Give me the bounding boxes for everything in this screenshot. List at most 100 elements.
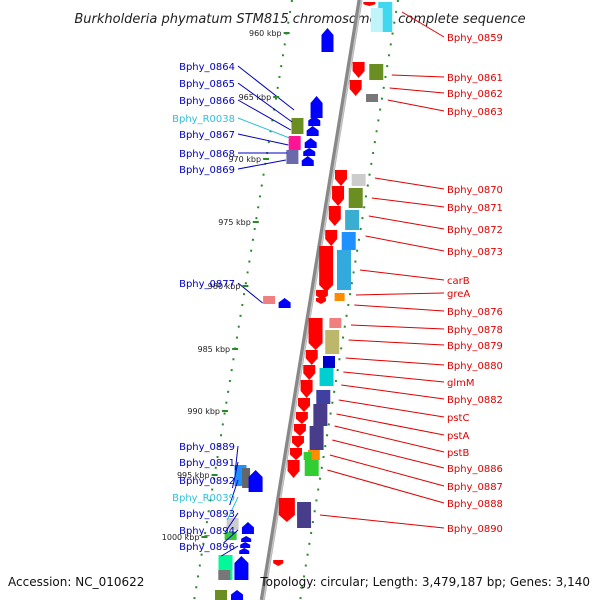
- gene-feature-33[interactable]: [329, 318, 342, 328]
- gene-feature-57[interactable]: [297, 502, 312, 528]
- gene-label-right[interactable]: Bphy_0859: [447, 33, 503, 44]
- gene-feature-66[interactable]: [218, 570, 231, 580]
- gene-label-left[interactable]: Bphy_0867: [179, 130, 235, 141]
- gene-label-left[interactable]: Bphy_0866: [179, 96, 235, 107]
- gene-label-right[interactable]: Bphy_0872: [447, 225, 503, 236]
- gene-label-left[interactable]: Bphy_0891: [179, 458, 235, 469]
- gene-label-right[interactable]: Bphy_0873: [447, 247, 503, 258]
- gene-feature-9[interactable]: [310, 96, 323, 118]
- gene-feature-21[interactable]: [348, 188, 363, 208]
- gene-label-right[interactable]: Bphy_0863: [447, 107, 503, 118]
- gene-feature-4[interactable]: [321, 28, 334, 52]
- gene-feature-35[interactable]: [325, 330, 340, 354]
- gene-feature-18[interactable]: [334, 170, 347, 186]
- gene-label-left[interactable]: Bphy_0864: [179, 62, 235, 73]
- gene-feature-68[interactable]: [215, 590, 228, 600]
- gene-feature-61[interactable]: [241, 536, 252, 542]
- gene-feature-11[interactable]: [306, 126, 319, 136]
- gene-feature-54[interactable]: [242, 468, 251, 488]
- gene-label-right[interactable]: carB: [447, 276, 470, 287]
- gene-feature-42[interactable]: [297, 398, 310, 412]
- gene-label-left[interactable]: Bphy_0889: [179, 442, 235, 453]
- gene-feature-19[interactable]: [351, 174, 366, 186]
- gene-feature-51[interactable]: [304, 460, 319, 476]
- gene-label-right[interactable]: Bphy_0870: [447, 185, 503, 196]
- gene-feature-28[interactable]: [315, 290, 328, 300]
- gene-feature-47[interactable]: [291, 436, 304, 448]
- gene-feature-43[interactable]: [313, 404, 328, 426]
- gene-feature-32[interactable]: [278, 298, 291, 308]
- gene-feature-41[interactable]: [316, 390, 331, 404]
- gene-label-left[interactable]: Bphy_R0039: [172, 493, 235, 504]
- gene-label-left[interactable]: Bphy_0877: [179, 279, 235, 290]
- gene-feature-1[interactable]: [363, 2, 376, 6]
- gene-feature-44[interactable]: [295, 412, 308, 424]
- gene-feature-20[interactable]: [332, 186, 345, 206]
- gene-label-right[interactable]: Bphy_0882: [447, 395, 503, 406]
- gene-label-left[interactable]: Bphy_0894: [179, 526, 235, 537]
- gene-feature-67[interactable]: [234, 556, 249, 580]
- gene-feature-58[interactable]: [226, 518, 239, 530]
- gene-feature-16[interactable]: [303, 148, 316, 156]
- gene-feature-69[interactable]: [231, 590, 244, 600]
- gene-feature-23[interactable]: [345, 210, 360, 230]
- gene-label-right[interactable]: Bphy_0886: [447, 464, 503, 475]
- gene-feature-40[interactable]: [300, 380, 313, 398]
- gene-label-left[interactable]: Bphy_0893: [179, 509, 235, 520]
- gene-label-right[interactable]: Bphy_0861: [447, 73, 503, 84]
- gene-label-left[interactable]: Bphy_0892: [179, 476, 235, 487]
- gene-label-right[interactable]: greA: [447, 289, 470, 300]
- gene-label-right[interactable]: Bphy_0871: [447, 203, 503, 214]
- gene-feature-27[interactable]: [336, 250, 351, 290]
- gene-feature-36[interactable]: [305, 350, 318, 365]
- gene-label-left[interactable]: Bphy_0868: [179, 149, 235, 160]
- gene-feature-26[interactable]: [319, 246, 334, 292]
- gene-feature-29[interactable]: [315, 298, 326, 304]
- gene-feature-59[interactable]: [241, 522, 254, 534]
- gene-feature-10[interactable]: [308, 116, 321, 126]
- gene-feature-30[interactable]: [334, 293, 345, 301]
- gene-feature-24[interactable]: [325, 230, 338, 246]
- gene-feature-48[interactable]: [307, 450, 320, 460]
- gene-feature-64[interactable]: [273, 560, 284, 566]
- gene-feature-17[interactable]: [301, 156, 314, 166]
- gene-label-right[interactable]: Bphy_0878: [447, 325, 503, 336]
- gene-feature-50[interactable]: [289, 448, 302, 460]
- gene-feature-31[interactable]: [263, 296, 276, 304]
- gene-label-right[interactable]: pstB: [447, 448, 469, 459]
- gene-feature-25[interactable]: [341, 232, 356, 250]
- gene-feature-56[interactable]: [278, 498, 295, 522]
- gene-label-right[interactable]: pstC: [447, 413, 469, 424]
- gene-feature-49[interactable]: [303, 452, 312, 460]
- gene-feature-5[interactable]: [352, 62, 365, 78]
- gene-feature-7[interactable]: [349, 80, 362, 96]
- gene-label-left[interactable]: Bphy_R0038: [172, 114, 235, 125]
- gene-label-right[interactable]: Bphy_0879: [447, 341, 503, 352]
- gene-label-left[interactable]: Bphy_0865: [179, 79, 235, 90]
- gene-label-left[interactable]: Bphy_0869: [179, 165, 235, 176]
- gene-label-right[interactable]: Bphy_0876: [447, 307, 503, 318]
- gene-feature-52[interactable]: [287, 460, 300, 478]
- gene-label-right[interactable]: Bphy_0862: [447, 89, 503, 100]
- gene-feature-3[interactable]: [370, 8, 383, 32]
- gene-feature-15[interactable]: [286, 150, 299, 164]
- gene-feature-12[interactable]: [291, 118, 304, 134]
- gene-feature-8[interactable]: [366, 94, 379, 102]
- gene-feature-62[interactable]: [240, 542, 251, 548]
- gene-label-left[interactable]: Bphy_0896: [179, 542, 235, 553]
- gene-feature-37[interactable]: [322, 356, 335, 368]
- gene-feature-14[interactable]: [304, 138, 317, 148]
- gene-feature-34[interactable]: [308, 318, 323, 350]
- gene-feature-63[interactable]: [239, 548, 250, 554]
- gene-feature-22[interactable]: [328, 206, 341, 226]
- gene-label-right[interactable]: Bphy_0880: [447, 361, 503, 372]
- gene-label-right[interactable]: Bphy_0890: [447, 524, 503, 535]
- gene-label-right[interactable]: glmM: [447, 378, 475, 389]
- gene-feature-13[interactable]: [288, 136, 301, 150]
- gene-feature-39[interactable]: [319, 368, 334, 386]
- gene-feature-45[interactable]: [309, 426, 324, 450]
- gene-feature-46[interactable]: [293, 424, 306, 436]
- gene-label-right[interactable]: Bphy_0888: [447, 499, 503, 510]
- gene-feature-55[interactable]: [248, 470, 263, 492]
- gene-feature-6[interactable]: [369, 64, 384, 80]
